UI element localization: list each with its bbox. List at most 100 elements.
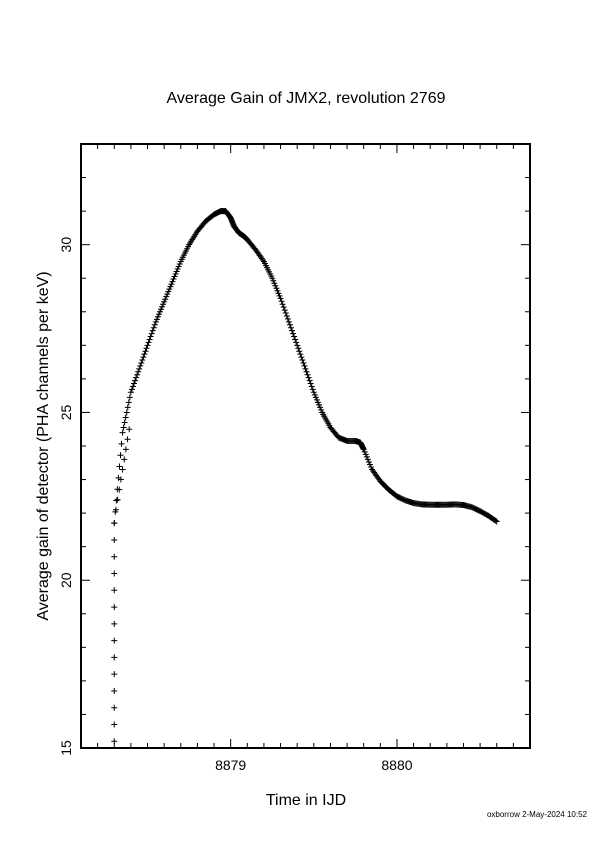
- data-point: [287, 324, 294, 331]
- data-point: [111, 687, 118, 694]
- plot-frame: [80, 143, 531, 749]
- data-point: [111, 553, 118, 560]
- data-point: [111, 520, 118, 527]
- data-point: [111, 620, 118, 627]
- data-point: [175, 263, 182, 270]
- data-point: [114, 486, 121, 493]
- data-point: [270, 277, 277, 284]
- data-point: [143, 345, 150, 352]
- data-point: [126, 426, 133, 433]
- data-point: [276, 292, 283, 299]
- data-point: [121, 419, 128, 426]
- data-point: [136, 365, 143, 372]
- data-point: [316, 401, 323, 408]
- data-point: [127, 389, 134, 396]
- x-axis-label: Time in IJD: [266, 792, 346, 809]
- data-point: [303, 368, 310, 375]
- data-point: [173, 268, 180, 275]
- data-point: [269, 275, 276, 282]
- axis-ticks: [81, 143, 530, 749]
- data-point: [298, 354, 305, 361]
- data-point: [297, 351, 304, 358]
- data-point: [493, 518, 500, 525]
- data-point: [273, 285, 280, 292]
- data-point: [113, 497, 120, 504]
- data-point: [271, 280, 278, 287]
- data-point: [364, 456, 371, 463]
- data-point: [160, 301, 167, 308]
- data-point: [284, 315, 291, 322]
- data-point: [121, 456, 128, 463]
- data-point: [492, 517, 499, 524]
- data-point: [155, 311, 162, 318]
- data-point: [114, 496, 121, 503]
- data-point: [169, 278, 176, 285]
- data-point: [170, 276, 177, 283]
- data-point: [149, 327, 156, 334]
- data-point: [129, 383, 136, 390]
- data-point: [111, 570, 118, 577]
- data-point: [137, 362, 144, 369]
- data-point: [318, 406, 325, 413]
- data-point: [302, 365, 309, 372]
- data-point: [292, 336, 299, 343]
- x-tick-label: 8879: [215, 757, 246, 773]
- data-point: [122, 414, 129, 421]
- data-point: [314, 399, 321, 406]
- data-point: [165, 288, 172, 295]
- data-points: [111, 208, 500, 745]
- data-point: [167, 283, 174, 290]
- data-point: [301, 362, 308, 369]
- data-point: [168, 281, 175, 288]
- data-point: [304, 371, 311, 378]
- data-point: [112, 508, 119, 515]
- data-point: [361, 448, 368, 455]
- data-point: [312, 394, 319, 401]
- data-point: [120, 424, 127, 431]
- data-point: [274, 287, 281, 294]
- data-point: [111, 587, 118, 594]
- footer-timestamp: oxborrow 2-May-2024 10:52: [487, 810, 588, 819]
- y-tick-label: 15: [58, 740, 74, 756]
- data-point: [148, 330, 155, 337]
- data-point: [281, 307, 288, 314]
- data-point: [272, 282, 279, 289]
- data-point: [366, 461, 373, 468]
- data-point: [311, 391, 318, 398]
- data-point: [307, 380, 314, 387]
- data-point: [294, 342, 301, 349]
- data-point: [124, 436, 131, 443]
- y-axis-label: Average gain of detector (PHA channels p…: [35, 271, 52, 620]
- data-point: [313, 396, 320, 403]
- data-point: [123, 409, 130, 416]
- data-point: [285, 318, 292, 325]
- data-point: [365, 458, 372, 465]
- data-point: [277, 295, 284, 302]
- data-point: [296, 348, 303, 355]
- data-point: [163, 293, 170, 300]
- data-point: [174, 265, 181, 272]
- data-point: [362, 451, 369, 458]
- data-point: [259, 256, 266, 263]
- data-point: [132, 377, 139, 384]
- data-point: [279, 301, 286, 308]
- data-point: [280, 304, 287, 311]
- data-point: [282, 310, 289, 317]
- data-point: [360, 446, 367, 453]
- data-point: [111, 637, 118, 644]
- data-point: [140, 354, 147, 361]
- data-point: [172, 271, 179, 278]
- axis-tick-labels: 8879 8880 15 20 25 30: [58, 237, 413, 773]
- data-point: [176, 260, 183, 267]
- data-point: [126, 394, 133, 401]
- data-point: [275, 290, 282, 297]
- data-point: [363, 453, 370, 460]
- data-point: [133, 374, 140, 381]
- data-point: [317, 404, 324, 411]
- data-point: [111, 671, 118, 678]
- chart-title: Average Gain of JMX2, revolution 2769: [167, 90, 446, 107]
- data-point: [159, 303, 166, 310]
- data-point: [286, 321, 293, 328]
- data-point: [145, 339, 152, 346]
